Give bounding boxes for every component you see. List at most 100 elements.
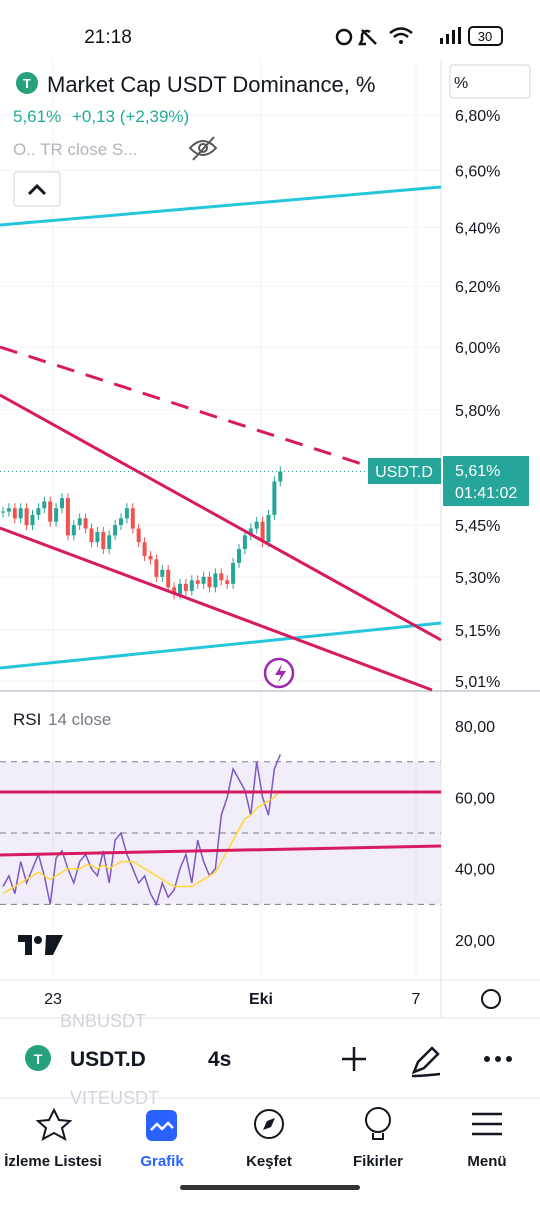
- candle-body: [148, 555, 153, 560]
- candle-body: [119, 518, 123, 526]
- candle-body: [24, 508, 29, 526]
- candle-body: [89, 528, 94, 543]
- candle-body: [12, 508, 17, 519]
- logo-glyph: T: [23, 76, 31, 91]
- candle-body: [36, 508, 41, 515]
- clock: 21:18: [84, 27, 132, 48]
- candle-body: [254, 521, 259, 529]
- candle-body: [71, 525, 76, 536]
- candle-body: [95, 531, 100, 543]
- candle-body: [142, 542, 147, 556]
- logo-glyph: T: [34, 1051, 43, 1067]
- candle-body: [242, 535, 247, 550]
- candle-body: [213, 573, 218, 588]
- candle-body: [18, 508, 23, 519]
- candle-body: [231, 562, 236, 584]
- rsi-line: [2, 789, 281, 895]
- nav-icon-glyph: [150, 1121, 174, 1131]
- nav-label[interactable]: İzleme Listesi: [4, 1153, 102, 1170]
- candle-body: [6, 508, 11, 512]
- candle-body: [124, 508, 129, 519]
- nav-icon: [146, 1110, 177, 1141]
- candle-body: [272, 481, 277, 515]
- more-button[interactable]: [484, 1056, 512, 1062]
- lightning-icon: [275, 664, 286, 683]
- nav-label[interactable]: Fikirler: [353, 1153, 403, 1170]
- rsi-params: 14 close: [48, 710, 111, 729]
- y-tick-label: 5,01%: [455, 674, 500, 691]
- nav-icon: [254, 1109, 284, 1139]
- nav-icon-glyph: [263, 1118, 275, 1130]
- candle-body: [42, 501, 47, 509]
- candle-body: [65, 498, 70, 536]
- nav-label[interactable]: Keşfet: [246, 1153, 292, 1170]
- price-tag-symbol: USDT.D: [375, 464, 433, 481]
- y-tick-label: 6,20%: [455, 279, 500, 296]
- candle-body: [219, 573, 224, 581]
- candle-body: [54, 508, 59, 522]
- last-price: 5,61%: [13, 107, 61, 126]
- candle-body: [101, 531, 106, 550]
- price-tag-countdown: 01:41:02: [455, 485, 517, 502]
- y-tick-label: 5,45%: [455, 518, 500, 535]
- y-tick-label: 6,40%: [455, 220, 500, 237]
- candle-body: [172, 587, 177, 595]
- candle-body: [278, 471, 283, 482]
- price-chart: 23 Eki 7 6,80% 6,60% 6,40% 6,20% 6,00% 5,80% 5,45…: [0, 60, 500, 1008]
- y-tick-label: 6,80%: [455, 108, 500, 125]
- candle-body: [183, 583, 188, 591]
- candle-body: [248, 528, 253, 536]
- toolbar-symbol[interactable]: USDT.D: [70, 1048, 146, 1071]
- candle-body: [83, 518, 88, 529]
- rsi-label: RSI: [13, 710, 41, 729]
- price-tag-price: 5,61%: [455, 463, 500, 480]
- candle-body: [260, 521, 265, 543]
- candle-body: [107, 535, 112, 550]
- nav-icon-glyph: [372, 1133, 384, 1140]
- toolbar-logo: [25, 1045, 51, 1071]
- nav-label[interactable]: Menü: [467, 1153, 506, 1170]
- candle-body: [77, 518, 82, 526]
- candle-body: [266, 514, 271, 543]
- settings-icon[interactable]: [481, 989, 501, 1009]
- rsi-tick-label: 20,00: [455, 933, 495, 950]
- battery: 30: [478, 29, 492, 44]
- price-tag: [368, 456, 529, 506]
- candle-body: [154, 559, 159, 577]
- candle-body: [237, 549, 241, 563]
- unit-button[interactable]: [449, 64, 531, 99]
- rsi-line: [2, 754, 281, 907]
- candle-body: [207, 576, 212, 588]
- x-tick-label: 7: [412, 991, 421, 1008]
- candle-body: [160, 569, 165, 577]
- toolbar-interval[interactable]: 4s: [208, 1048, 231, 1071]
- chevron-up: [27, 183, 47, 196]
- candle-body: [60, 498, 64, 509]
- add-button[interactable]: [342, 1047, 366, 1071]
- candle-body: [178, 583, 182, 595]
- rsi-tick-label: 60,00: [455, 790, 495, 807]
- trend-lines: [0, 185, 442, 857]
- unit-label: %: [454, 75, 468, 92]
- status-icons: [335, 26, 503, 46]
- home-indicator: [180, 1185, 360, 1190]
- chart-title: Market Cap USDT Dominance, %: [47, 72, 376, 97]
- nav-icon: [472, 1112, 502, 1136]
- candle-body: [201, 576, 206, 584]
- tv-logo: [18, 935, 63, 955]
- rsi-tick-label: 80,00: [455, 719, 495, 736]
- symbol-logo: [16, 72, 38, 94]
- y-tick-label: 5,80%: [455, 403, 500, 420]
- candle-body: [136, 528, 141, 543]
- nav-label[interactable]: Grafik: [140, 1153, 184, 1170]
- draw-button[interactable]: [411, 1046, 441, 1078]
- candle-body: [1, 511, 5, 513]
- candle-body: [225, 580, 230, 584]
- candle-body: [130, 508, 135, 529]
- candle-body: [195, 580, 200, 584]
- hide-icon[interactable]: [188, 136, 218, 161]
- candle-body: [166, 569, 171, 588]
- collapse-button[interactable]: [13, 171, 61, 207]
